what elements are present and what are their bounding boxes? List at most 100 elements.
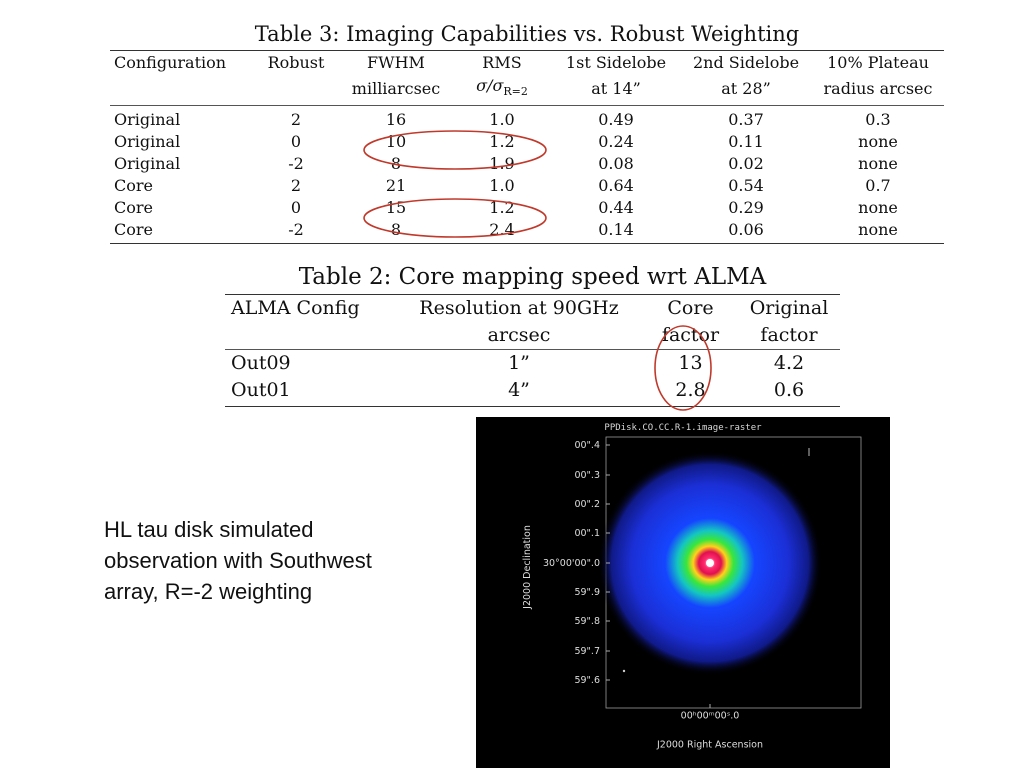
y-tick-label: 00".4: [574, 440, 600, 451]
table-cell: 0.08: [598, 154, 634, 174]
table-row: Core -2 8 2.4 0.14 0.06 none: [110, 219, 944, 244]
rms-subscript: R=2: [503, 85, 528, 99]
x-axis-label: J2000 Right Ascension: [656, 740, 763, 751]
table-cell: 2: [290, 176, 302, 196]
table-2-caption: Table 2: Core mapping speed wrt ALMA: [298, 264, 767, 290]
table-cell: 0.29: [728, 198, 764, 218]
table-cell: 4”: [508, 379, 530, 401]
table-cell: 0.14: [598, 220, 634, 240]
table-3-top-rule: [110, 50, 944, 51]
table-cell: 15: [385, 198, 407, 218]
table-cell: 1”: [508, 352, 530, 374]
column-subheader: arcsec: [487, 324, 551, 346]
table-cell: 0.54: [728, 176, 764, 196]
disk-center: [706, 559, 714, 567]
table-3-grid: Configuration Robust FWHM RMS 1st Sidelo…: [110, 51, 944, 244]
table-cell: -2: [288, 220, 304, 240]
table-3-caption: Table 3: Imaging Capabilities vs. Robust…: [254, 22, 800, 46]
column-subheader: [110, 74, 252, 106]
table-cell: Core: [114, 176, 153, 196]
table-cell: 13: [678, 352, 703, 374]
table-cell: 0: [290, 132, 302, 152]
table-cell: Original: [114, 110, 181, 130]
column-header: Core: [667, 297, 714, 319]
table-cell: 0.37: [728, 110, 764, 130]
table-cell: 21: [385, 176, 407, 196]
table-cell: 0.44: [598, 198, 634, 218]
y-tick-label: 00".1: [574, 528, 600, 539]
table-cell: 16: [385, 110, 407, 130]
table-2-top-rule: [225, 294, 840, 295]
table-cell: 1.2: [489, 198, 515, 218]
table-cell: Original: [114, 154, 181, 174]
table-cell: 8: [390, 154, 402, 174]
table-cell: Core: [114, 220, 153, 240]
column-header: Robust: [267, 53, 325, 72]
table-cell: none: [858, 198, 898, 218]
table-cell: Core: [114, 198, 153, 218]
image-title: PPDisk.CO.CC.R-1.image-raster: [604, 423, 762, 433]
table-cell: 1.0: [489, 110, 515, 130]
table-cell: 0.3: [865, 110, 891, 130]
column-header: 2nd Sidelobe: [692, 53, 800, 72]
table-2-header-row: ALMA Config Resolution at 90GHz Core Ori…: [225, 295, 840, 322]
table-cell: 2.4: [489, 220, 515, 240]
y-axis: 00".4 00".3 00".2 00".1 30°00'00".0 59".…: [522, 440, 610, 686]
table-cell: none: [858, 220, 898, 240]
table-row: Core 0 15 1.2 0.44 0.29 none: [110, 197, 944, 219]
column-subheader: factor: [661, 324, 720, 346]
table-cell: 0.11: [728, 132, 764, 152]
table-cell: 10: [385, 132, 407, 152]
table-cell: 8: [390, 220, 402, 240]
table-cell: none: [858, 132, 898, 152]
table-cell: 0: [290, 198, 302, 218]
column-subheader: at 14”: [591, 79, 641, 99]
column-header: 1st Sidelobe: [565, 53, 667, 72]
table-row: Original -2 8 1.9 0.08 0.02 none: [110, 153, 944, 175]
rms-symbol: σ/σ: [476, 76, 504, 95]
column-subheader: [252, 74, 340, 106]
table-cell: -2: [288, 154, 304, 174]
disk-image-panel: PPDisk.CO.CC.R-1.image-raster: [476, 417, 890, 768]
table-row: Original 2 16 1.0 0.49 0.37 0.3: [110, 106, 944, 132]
table-3: Table 3: Imaging Capabilities vs. Robust…: [110, 20, 944, 244]
table-cell: 0.02: [728, 154, 764, 174]
table-cell: 1.2: [489, 132, 515, 152]
column-header: Original: [749, 297, 829, 319]
column-subheader: milliarcsec: [351, 79, 441, 99]
y-tick-label: 00".3: [574, 470, 600, 481]
y-tick-label: 00".2: [574, 499, 600, 510]
table-cell: 1.0: [489, 176, 515, 196]
table-cell: 0.64: [598, 176, 634, 196]
table-3-header-row: Configuration Robust FWHM RMS 1st Sidelo…: [110, 51, 944, 74]
y-tick-label: 59".8: [574, 616, 600, 627]
table-3-header-row-units: milliarcsec σ/σR=2 at 14” at 28” radius …: [110, 74, 944, 106]
table-row: Core 2 21 1.0 0.64 0.54 0.7: [110, 175, 944, 197]
table-2: Table 2: Core mapping speed wrt ALMA ALM…: [225, 262, 840, 407]
table-cell: 0.06: [728, 220, 764, 240]
table-cell: Original: [114, 132, 181, 152]
table-cell: 4.2: [773, 352, 805, 374]
table-2-header-row-units: arcsec factor factor: [225, 322, 840, 350]
artifact-dot: [622, 669, 626, 673]
table-cell: 0.6: [773, 379, 805, 401]
figure-caption: HL tau disk simulated observation with S…: [104, 517, 372, 604]
column-header: Resolution at 90GHz: [419, 297, 619, 319]
column-header: 10% Plateau: [827, 53, 929, 72]
table-row: Original 0 10 1.2 0.24 0.11 none: [110, 131, 944, 153]
y-tick-label: 59".6: [574, 675, 600, 686]
x-axis: 00ʰ00ᵐ00ˢ.0 J2000 Right Ascension: [656, 704, 763, 751]
table-cell: 0.49: [598, 110, 634, 130]
table-cell: 2: [290, 110, 302, 130]
y-tick-label: 30°00'00".0: [543, 558, 600, 569]
table-cell: 1.9: [489, 154, 515, 174]
column-header: FWHM: [367, 53, 425, 72]
table-cell: Out09: [231, 352, 291, 374]
disk-image-plot: 00".4 00".3 00".2 00".1 30°00'00".0 59".…: [522, 436, 862, 751]
column-subheader: factor: [760, 324, 818, 346]
table-row: Out01 4” 2.8 0.6: [225, 377, 840, 407]
table-cell: 0.24: [598, 132, 634, 152]
y-axis-label: J2000 Declination: [522, 525, 533, 610]
column-subheader: at 28”: [721, 79, 771, 99]
table-2-grid: ALMA Config Resolution at 90GHz Core Ori…: [225, 295, 840, 407]
